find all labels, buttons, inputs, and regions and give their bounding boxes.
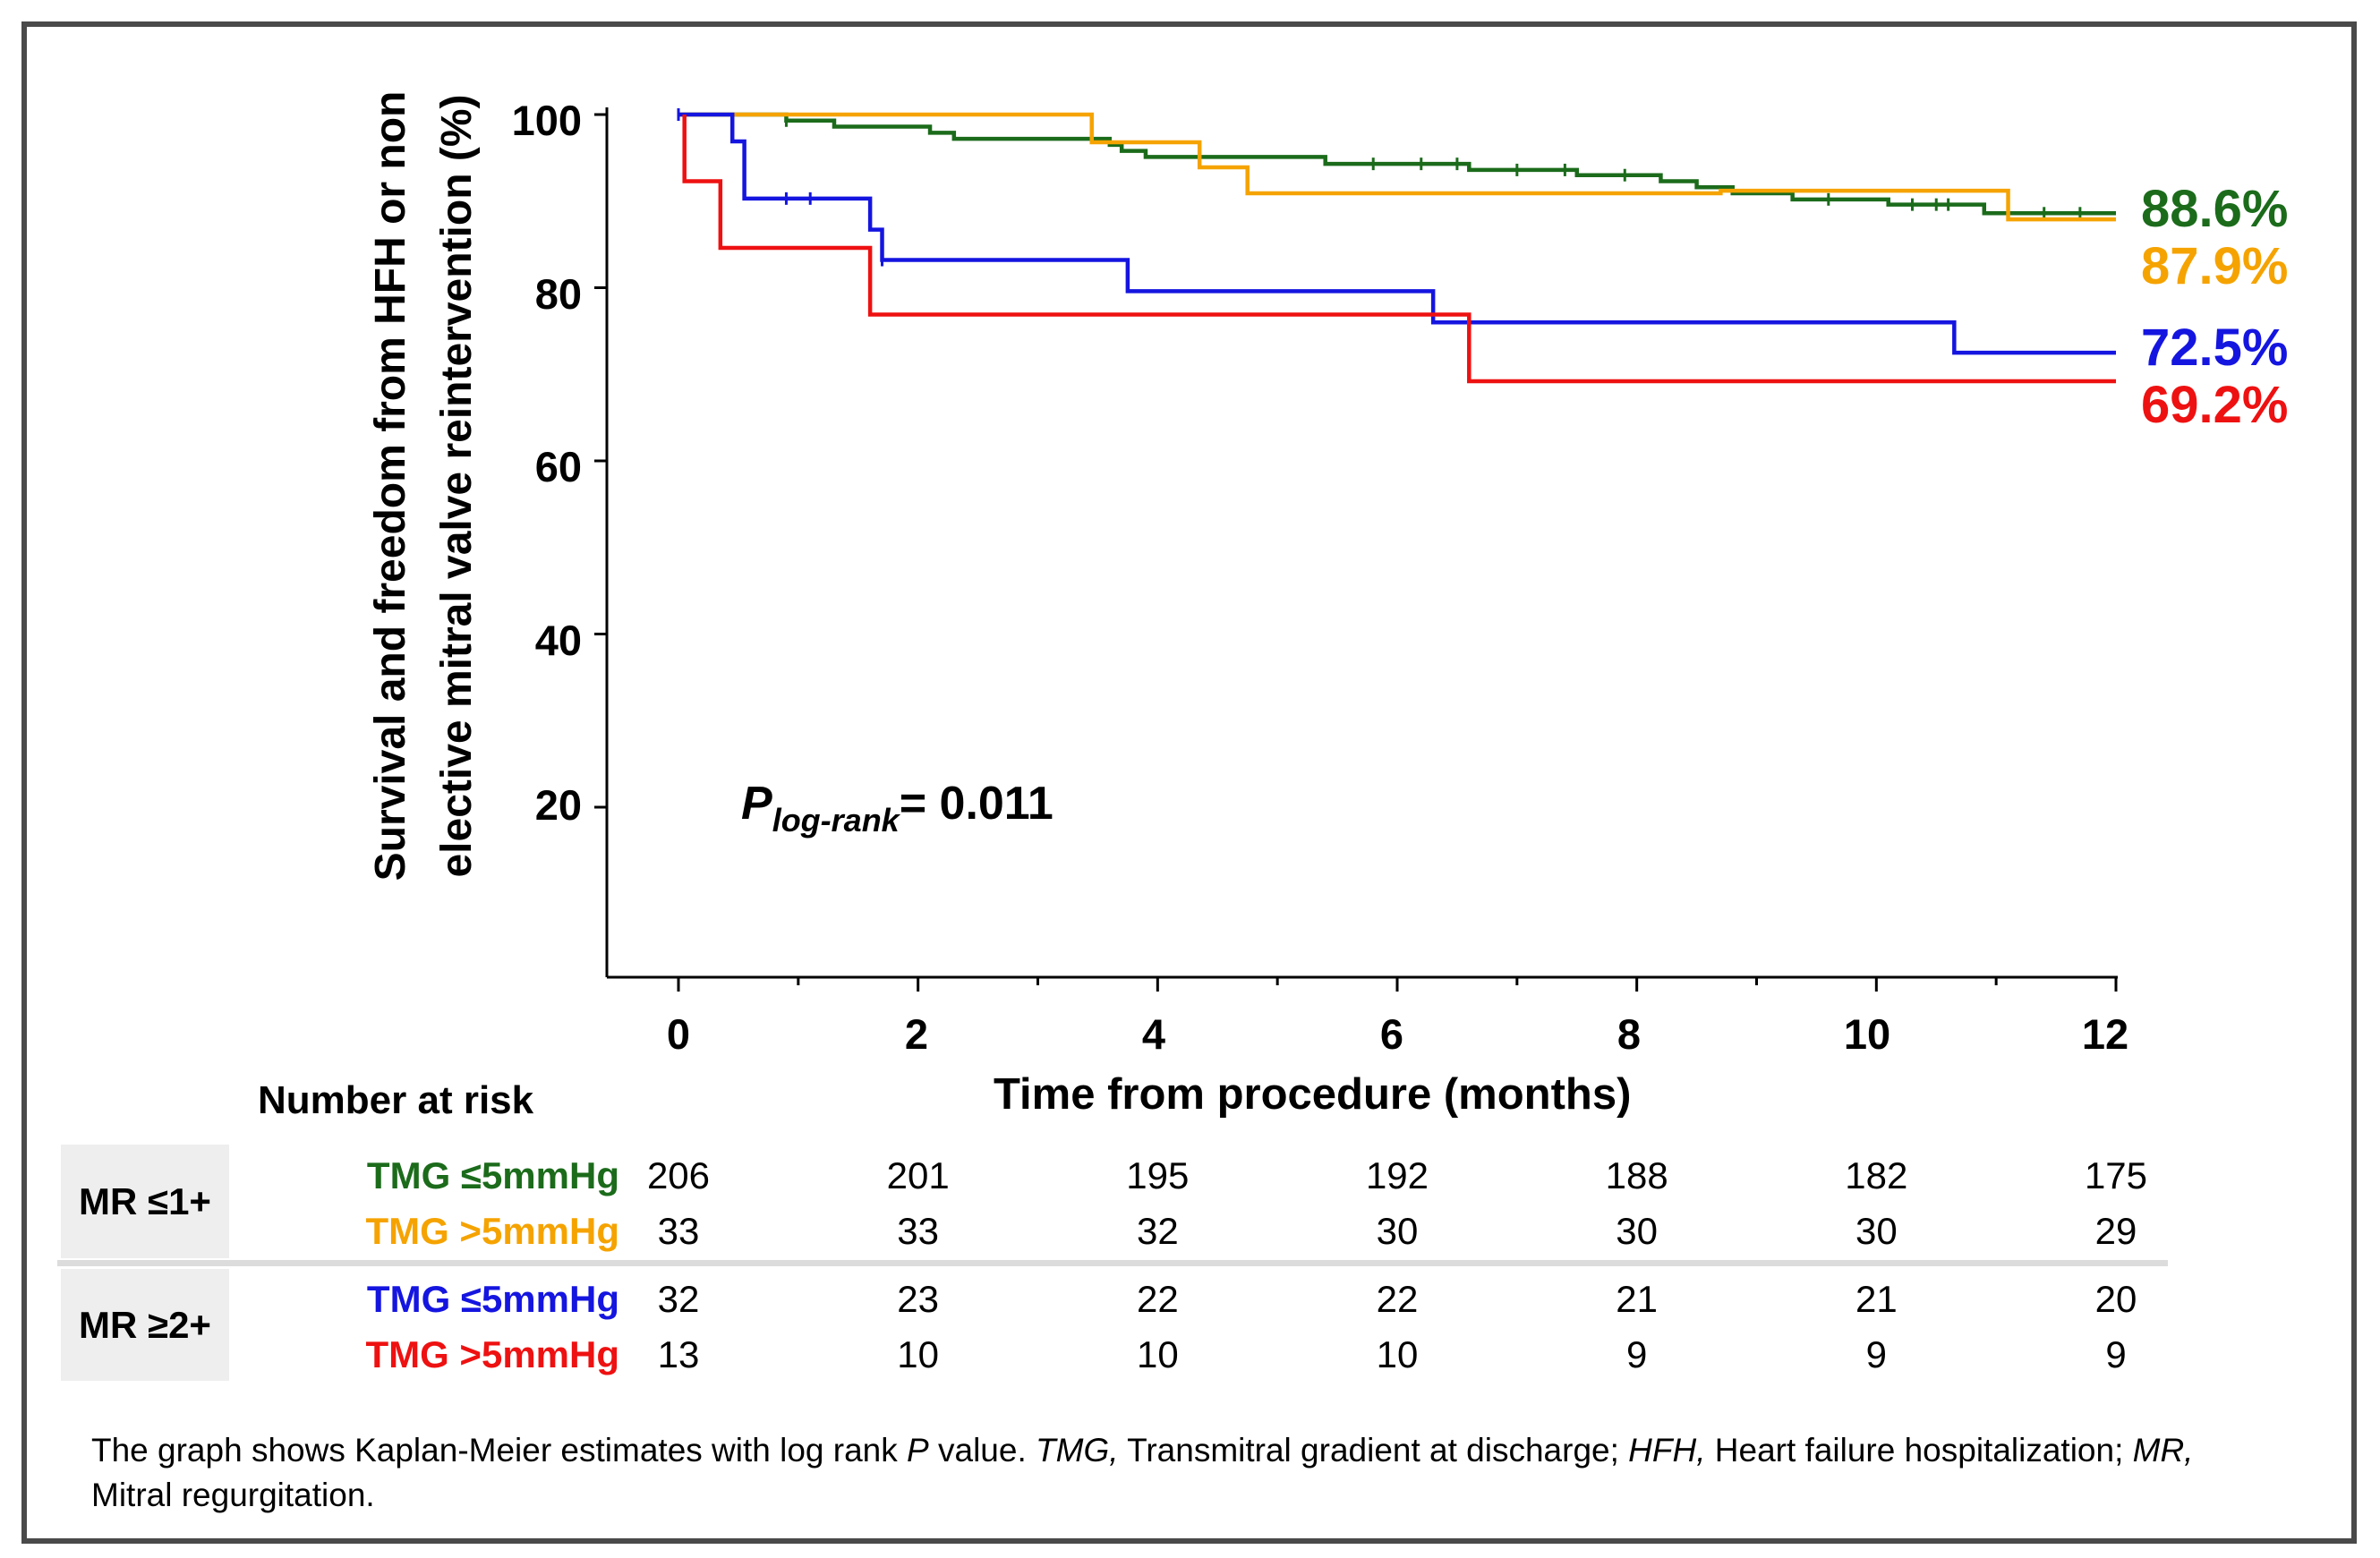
- km-step-line: [678, 112, 2116, 355]
- p-symbol: P: [741, 778, 772, 830]
- km-step-line: [678, 112, 2116, 216]
- end-label-mr1-tmg-low: 88.6%: [2141, 180, 2289, 238]
- risk-count: 30: [1855, 1210, 1898, 1252]
- caption-abbr: HFH,: [1628, 1432, 1706, 1469]
- p-value: = 0.011: [899, 778, 1054, 830]
- y-axis-label-line-2: elective mitral valve reintervention (%): [433, 94, 481, 878]
- curve-mr1-tmg-high: [678, 112, 2116, 222]
- risk-count: 30: [1616, 1210, 1659, 1252]
- group-label-mr1: MR ≤1+: [61, 1145, 229, 1258]
- risk-count: 10: [1136, 1333, 1179, 1375]
- risk-count: 201: [886, 1154, 950, 1196]
- curve-mr1-tmg-low: [678, 112, 2116, 220]
- x-tick-label: 4: [1141, 1010, 1166, 1058]
- x-axis-label: Time from procedure (months): [994, 1070, 1632, 1119]
- y-tick-label: 80: [534, 270, 582, 318]
- group-label-mr2: MR ≥2+: [61, 1269, 229, 1381]
- risk-row-label: TMG >5mmHg: [365, 1210, 619, 1252]
- end-label-mr1-tmg-high: 87.9%: [2141, 237, 2289, 295]
- x-tick-label: 2: [904, 1010, 929, 1058]
- risk-row-label: TMG >5mmHg: [365, 1333, 619, 1375]
- x-tick-label: 12: [2081, 1010, 2129, 1058]
- risk-count: 22: [1136, 1278, 1179, 1320]
- caption-abbr: MR,: [2132, 1432, 2194, 1469]
- caption-text: Mitral regurgitation.: [91, 1477, 375, 1513]
- x-tick-label: 0: [666, 1010, 691, 1058]
- curve-mr2-tmg-low: [677, 108, 2116, 355]
- risk-count: 9: [1625, 1333, 1648, 1375]
- risk-count: 13: [657, 1333, 700, 1375]
- figure-caption: The graph shows Kaplan-Meier estimates w…: [91, 1428, 2222, 1518]
- risk-count: 29: [2094, 1210, 2137, 1252]
- axes: [594, 107, 2118, 992]
- caption-text: Transmitral gradient at discharge;: [1118, 1432, 1629, 1469]
- risk-count: 21: [1616, 1278, 1659, 1320]
- y-tick-label: 40: [534, 617, 582, 664]
- group-label-text: MR ≤1+: [79, 1179, 211, 1222]
- y-axis-label-line-1: Survival and freedom from HFH or non: [367, 90, 414, 881]
- x-tick-label: 8: [1617, 1010, 1642, 1058]
- risk-row-label: TMG ≤5mmHg: [366, 1154, 619, 1196]
- x-tick-label: 10: [1843, 1010, 1891, 1058]
- risk-count: 192: [1365, 1154, 1429, 1196]
- y-tick-label: 100: [511, 97, 582, 144]
- y-axis-label: Survival and freedom from HFH or non ele…: [358, 0, 491, 1005]
- p-value-annotation: Plog-rank= 0.011: [741, 777, 1054, 839]
- end-label-mr2-tmg-low: 72.5%: [2141, 319, 2289, 377]
- risk-count: 182: [1845, 1154, 1908, 1196]
- risk-count: 30: [1376, 1210, 1419, 1252]
- km-step-line: [678, 112, 2116, 222]
- figure-frame: [21, 21, 2357, 1544]
- risk-count: 22: [1376, 1278, 1419, 1320]
- caption-text: value.: [928, 1432, 1036, 1469]
- risk-count: 21: [1855, 1278, 1898, 1320]
- y-tick-label: 20: [534, 781, 582, 829]
- risk-table-title: Number at risk: [258, 1078, 534, 1122]
- caption-italic: P: [907, 1432, 929, 1469]
- caption-abbr: TMG,: [1036, 1432, 1119, 1469]
- risk-row-label: TMG ≤5mmHg: [366, 1278, 619, 1320]
- risk-count: 206: [646, 1154, 711, 1196]
- p-subscript: log-rank: [772, 802, 900, 839]
- risk-count: 175: [2084, 1154, 2148, 1196]
- risk-count: 33: [897, 1210, 940, 1252]
- risk-count: 10: [897, 1333, 940, 1375]
- group-label-text: MR ≥2+: [79, 1303, 211, 1346]
- risk-count: 9: [2105, 1333, 2127, 1375]
- y-tick-label: 60: [534, 443, 582, 490]
- km-step-line: [682, 115, 2116, 384]
- caption-text: Heart failure hospitalization;: [1705, 1432, 2133, 1469]
- risk-count: 23: [897, 1278, 940, 1320]
- curve-mr2-tmg-high: [682, 115, 2116, 384]
- risk-count: 33: [657, 1210, 700, 1252]
- risk-count: 10: [1376, 1333, 1419, 1375]
- risk-count: 32: [1136, 1210, 1179, 1252]
- end-label-mr2-tmg-high: 69.2%: [2141, 376, 2289, 434]
- survival-curves: [677, 108, 2116, 384]
- risk-count: 32: [657, 1278, 700, 1320]
- group-divider: [57, 1260, 2168, 1266]
- risk-count: 195: [1126, 1154, 1190, 1196]
- risk-count: 9: [1865, 1333, 1887, 1375]
- caption-text: The graph shows Kaplan-Meier estimates w…: [91, 1432, 908, 1469]
- risk-count: 20: [2094, 1278, 2137, 1320]
- x-tick-label: 6: [1379, 1010, 1404, 1058]
- risk-count: 188: [1605, 1154, 1668, 1196]
